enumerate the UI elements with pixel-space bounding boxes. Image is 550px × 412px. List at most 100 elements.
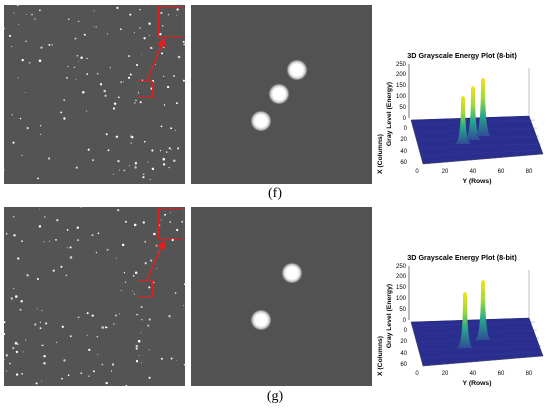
star-dot (162, 157, 166, 161)
star-dot (117, 208, 120, 212)
y-tick-3-f: 60 (498, 169, 505, 175)
x-tick-2-f: 40 (400, 149, 407, 155)
star-dot (61, 325, 64, 328)
star-dot (159, 33, 162, 36)
star-dot (42, 344, 44, 347)
star-dot (96, 72, 99, 75)
star-dot (170, 148, 172, 151)
star-dot (55, 341, 57, 343)
star-dot (63, 99, 66, 102)
plot-xlabel-f: X (Columns) (377, 134, 384, 174)
star-dot (147, 324, 150, 327)
z-tick-4-f: 200 (396, 72, 407, 78)
star-dot (39, 9, 41, 12)
star-dot (40, 46, 43, 49)
star-blob-1-f (286, 59, 308, 81)
star-dot (144, 262, 147, 265)
star-dot (13, 234, 16, 237)
star-dot (13, 12, 15, 14)
star-dot (162, 163, 166, 166)
surface-floor-g (410, 317, 544, 367)
star-dot (101, 326, 104, 329)
star-dot (21, 372, 23, 375)
plot-ylabel-g: Y (Rows) (463, 380, 492, 387)
star-dot (164, 213, 167, 216)
star-dot (77, 239, 80, 242)
star-dot (78, 60, 80, 62)
star-dot (21, 240, 23, 242)
star-dot (10, 297, 13, 300)
star-dot (35, 382, 38, 385)
star-dot (4, 332, 6, 336)
star-dot (97, 354, 99, 356)
star-dot (163, 75, 165, 77)
star-dot (75, 166, 78, 169)
star-dot (119, 28, 122, 31)
star-dot (43, 241, 45, 243)
star-dot (37, 177, 40, 180)
energy-plot-f: 3D Grayscale Energy Plot (8-bit) Gray Le… (377, 46, 547, 186)
star-dot (16, 5, 19, 7)
star-dot (26, 274, 29, 277)
star-dot (47, 157, 51, 160)
z-tick-1-f: 50 (399, 105, 406, 111)
star-dot (104, 326, 107, 329)
star-dot (124, 220, 127, 223)
star-dot (123, 169, 126, 172)
star-dot (119, 313, 121, 315)
star-dot (174, 292, 177, 294)
zoom-inset-box-f (158, 6, 184, 37)
star-dot (4, 169, 5, 171)
star-dot (176, 8, 179, 11)
star-dot (133, 223, 137, 227)
star-dot (23, 351, 25, 353)
star-dot (39, 321, 42, 323)
star-dot (4, 27, 5, 30)
star-dot (181, 220, 184, 223)
star-dot (139, 101, 142, 104)
star-dot (60, 111, 63, 114)
star-dot (21, 154, 23, 157)
star-dot (66, 247, 68, 249)
star-dot (160, 11, 163, 15)
star-dot (26, 126, 29, 130)
closeup-stars-f (250, 59, 308, 132)
star-dot (115, 135, 119, 138)
star-dot (133, 32, 135, 34)
y-tick-3-g: 60 (498, 371, 505, 377)
star-dot (82, 90, 85, 94)
star-dot (161, 52, 164, 55)
star-dot (116, 257, 118, 259)
z-tick-4-g: 200 (396, 274, 407, 280)
star-dot (15, 373, 19, 376)
star-dot (92, 159, 95, 162)
star-dot (113, 102, 117, 105)
y-tick-2-g: 40 (470, 371, 477, 377)
plot-xlabel-g: X (Columns) (377, 336, 384, 376)
star-dot (8, 34, 12, 37)
z-tick-3-f: 150 (396, 83, 407, 89)
star-dot (153, 232, 156, 236)
star-dot (26, 13, 28, 15)
caption-f: (f) (268, 186, 282, 201)
star-dot (104, 94, 107, 97)
z-tick-3-g: 150 (396, 285, 407, 291)
star-dot (144, 240, 147, 243)
star-dot (101, 363, 104, 366)
star-dot (9, 362, 11, 365)
star-dot (160, 150, 162, 152)
star-dot (120, 290, 122, 291)
star-dot (163, 104, 166, 106)
star-dot (150, 259, 153, 262)
energy-plot-g: 3D Grayscale Energy Plot (8-bit) Gray Le… (377, 248, 547, 388)
x-tick-0-g: 0 (404, 328, 408, 334)
star-dot (34, 18, 36, 20)
star-dot (31, 13, 33, 16)
star-dot (25, 92, 26, 93)
starfield-image-f (4, 5, 185, 184)
star-dot (158, 224, 161, 226)
star-dot (48, 43, 51, 46)
star-dot (106, 248, 109, 251)
star-dot (171, 238, 174, 242)
star-dot (135, 344, 139, 348)
